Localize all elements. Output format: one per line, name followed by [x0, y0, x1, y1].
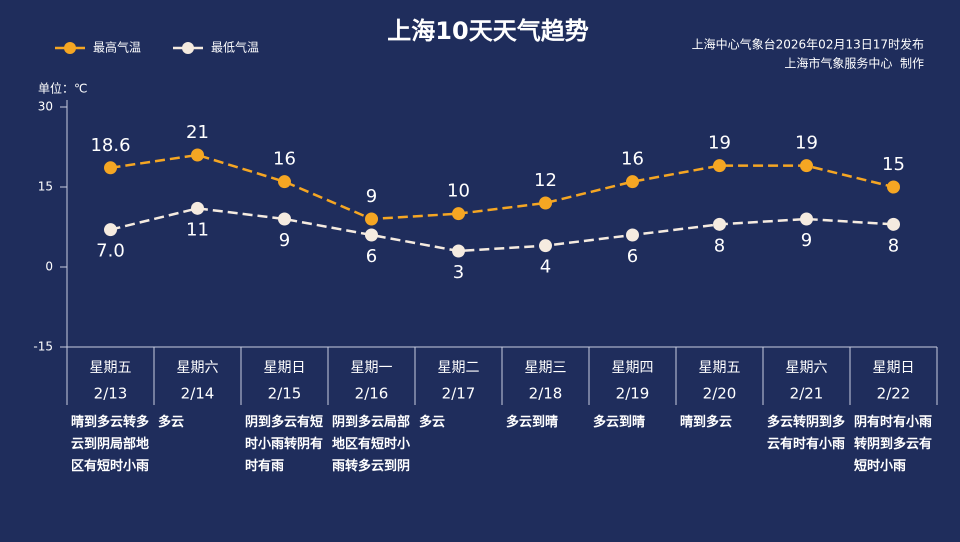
value-label: 19 [708, 133, 731, 154]
value-label: 18.6 [90, 135, 130, 156]
date-label: 2/17 [442, 385, 476, 403]
series-line [110, 207, 894, 253]
point [278, 212, 291, 226]
value-label: 9 [366, 186, 377, 207]
weekday: 星期一 [351, 360, 393, 376]
point [365, 228, 378, 242]
weather-text: 多云 [419, 414, 445, 430]
unit-label: 单位：℃ [38, 81, 87, 96]
legend-label: 最低气温 [211, 40, 259, 55]
legend-label: 最高气温 [93, 40, 141, 55]
weekday: 星期三 [525, 360, 567, 376]
value-label: 9 [801, 230, 812, 251]
weather-text: 阴到多云局部地区有短时小雨转多云到阴 [332, 414, 410, 474]
weekday: 星期五 [699, 360, 741, 376]
point [191, 148, 204, 162]
value-label: 10 [447, 181, 470, 202]
weekday: 星期日 [873, 360, 915, 376]
value-label: 3 [453, 262, 464, 283]
weather-text: 多云到晴 [593, 414, 645, 430]
date-label: 2/18 [529, 385, 563, 403]
value-label: 15 [882, 154, 905, 175]
value-label: 11 [186, 219, 209, 240]
date-label: 2/22 [877, 385, 911, 403]
point [713, 159, 726, 173]
value-label: 12 [534, 170, 557, 191]
producer: 上海市气象服务中心 制作 [784, 56, 924, 71]
point [626, 228, 639, 242]
date-label: 2/20 [703, 385, 737, 403]
value-label: 9 [279, 230, 290, 251]
weather-text: 多云 [158, 414, 184, 430]
value-label: 6 [627, 246, 638, 267]
value-label: 7.0 [96, 241, 125, 262]
weekday: 星期二 [438, 360, 480, 376]
point [104, 161, 117, 175]
weekday: 星期六 [177, 360, 219, 376]
point [800, 212, 813, 226]
legend-marker [64, 42, 76, 54]
date-label: 2/19 [616, 385, 650, 403]
weekday: 星期五 [90, 360, 132, 376]
series-line [110, 153, 894, 221]
point [539, 239, 552, 253]
point [365, 212, 378, 226]
point [626, 175, 639, 189]
point [800, 159, 813, 173]
y-tick-label: 30 [38, 100, 53, 114]
value-label: 21 [186, 122, 209, 143]
point [713, 217, 726, 231]
point [887, 217, 900, 231]
value-label: 16 [273, 149, 296, 170]
weather-text: 多云转阴到多云有时有小雨 [767, 414, 845, 452]
point [452, 244, 465, 258]
date-label: 2/14 [181, 385, 215, 403]
value-label: 16 [621, 149, 644, 170]
weather-text: 阴到多云有短时小雨转阴有时有雨 [245, 414, 323, 474]
value-label: 6 [366, 246, 377, 267]
point [278, 175, 291, 189]
weather-text: 晴到多云 [680, 414, 732, 430]
weekday: 星期日 [264, 360, 306, 376]
weather-text: 阴有时有小雨转阴到多云有短时小雨 [854, 414, 932, 474]
date-label: 2/21 [790, 385, 824, 403]
point [539, 196, 552, 210]
weekday: 星期四 [612, 360, 654, 376]
value-label: 8 [888, 235, 899, 256]
point [887, 180, 900, 194]
chart-title: 上海10天天气趋势 [387, 17, 588, 45]
y-tick-label: -15 [33, 340, 53, 354]
y-tick-label: 15 [38, 180, 53, 194]
date-label: 2/13 [94, 385, 128, 403]
y-tick-label: 0 [45, 260, 53, 274]
point [104, 223, 117, 237]
date-label: 2/16 [355, 385, 389, 403]
value-label: 8 [714, 235, 725, 256]
weather-text: 多云到晴 [506, 414, 558, 430]
value-label: 19 [795, 133, 818, 154]
point [191, 201, 204, 215]
value-label: 4 [540, 257, 551, 278]
date-label: 2/15 [268, 385, 302, 403]
point [452, 207, 465, 221]
legend-marker [182, 42, 194, 54]
source: 上海中心气象台2026年02月13日17时发布 [692, 37, 924, 52]
weather-text: 晴到多云转多云到阴局部地区有短时小雨 [71, 414, 149, 474]
weekday: 星期六 [786, 360, 828, 376]
